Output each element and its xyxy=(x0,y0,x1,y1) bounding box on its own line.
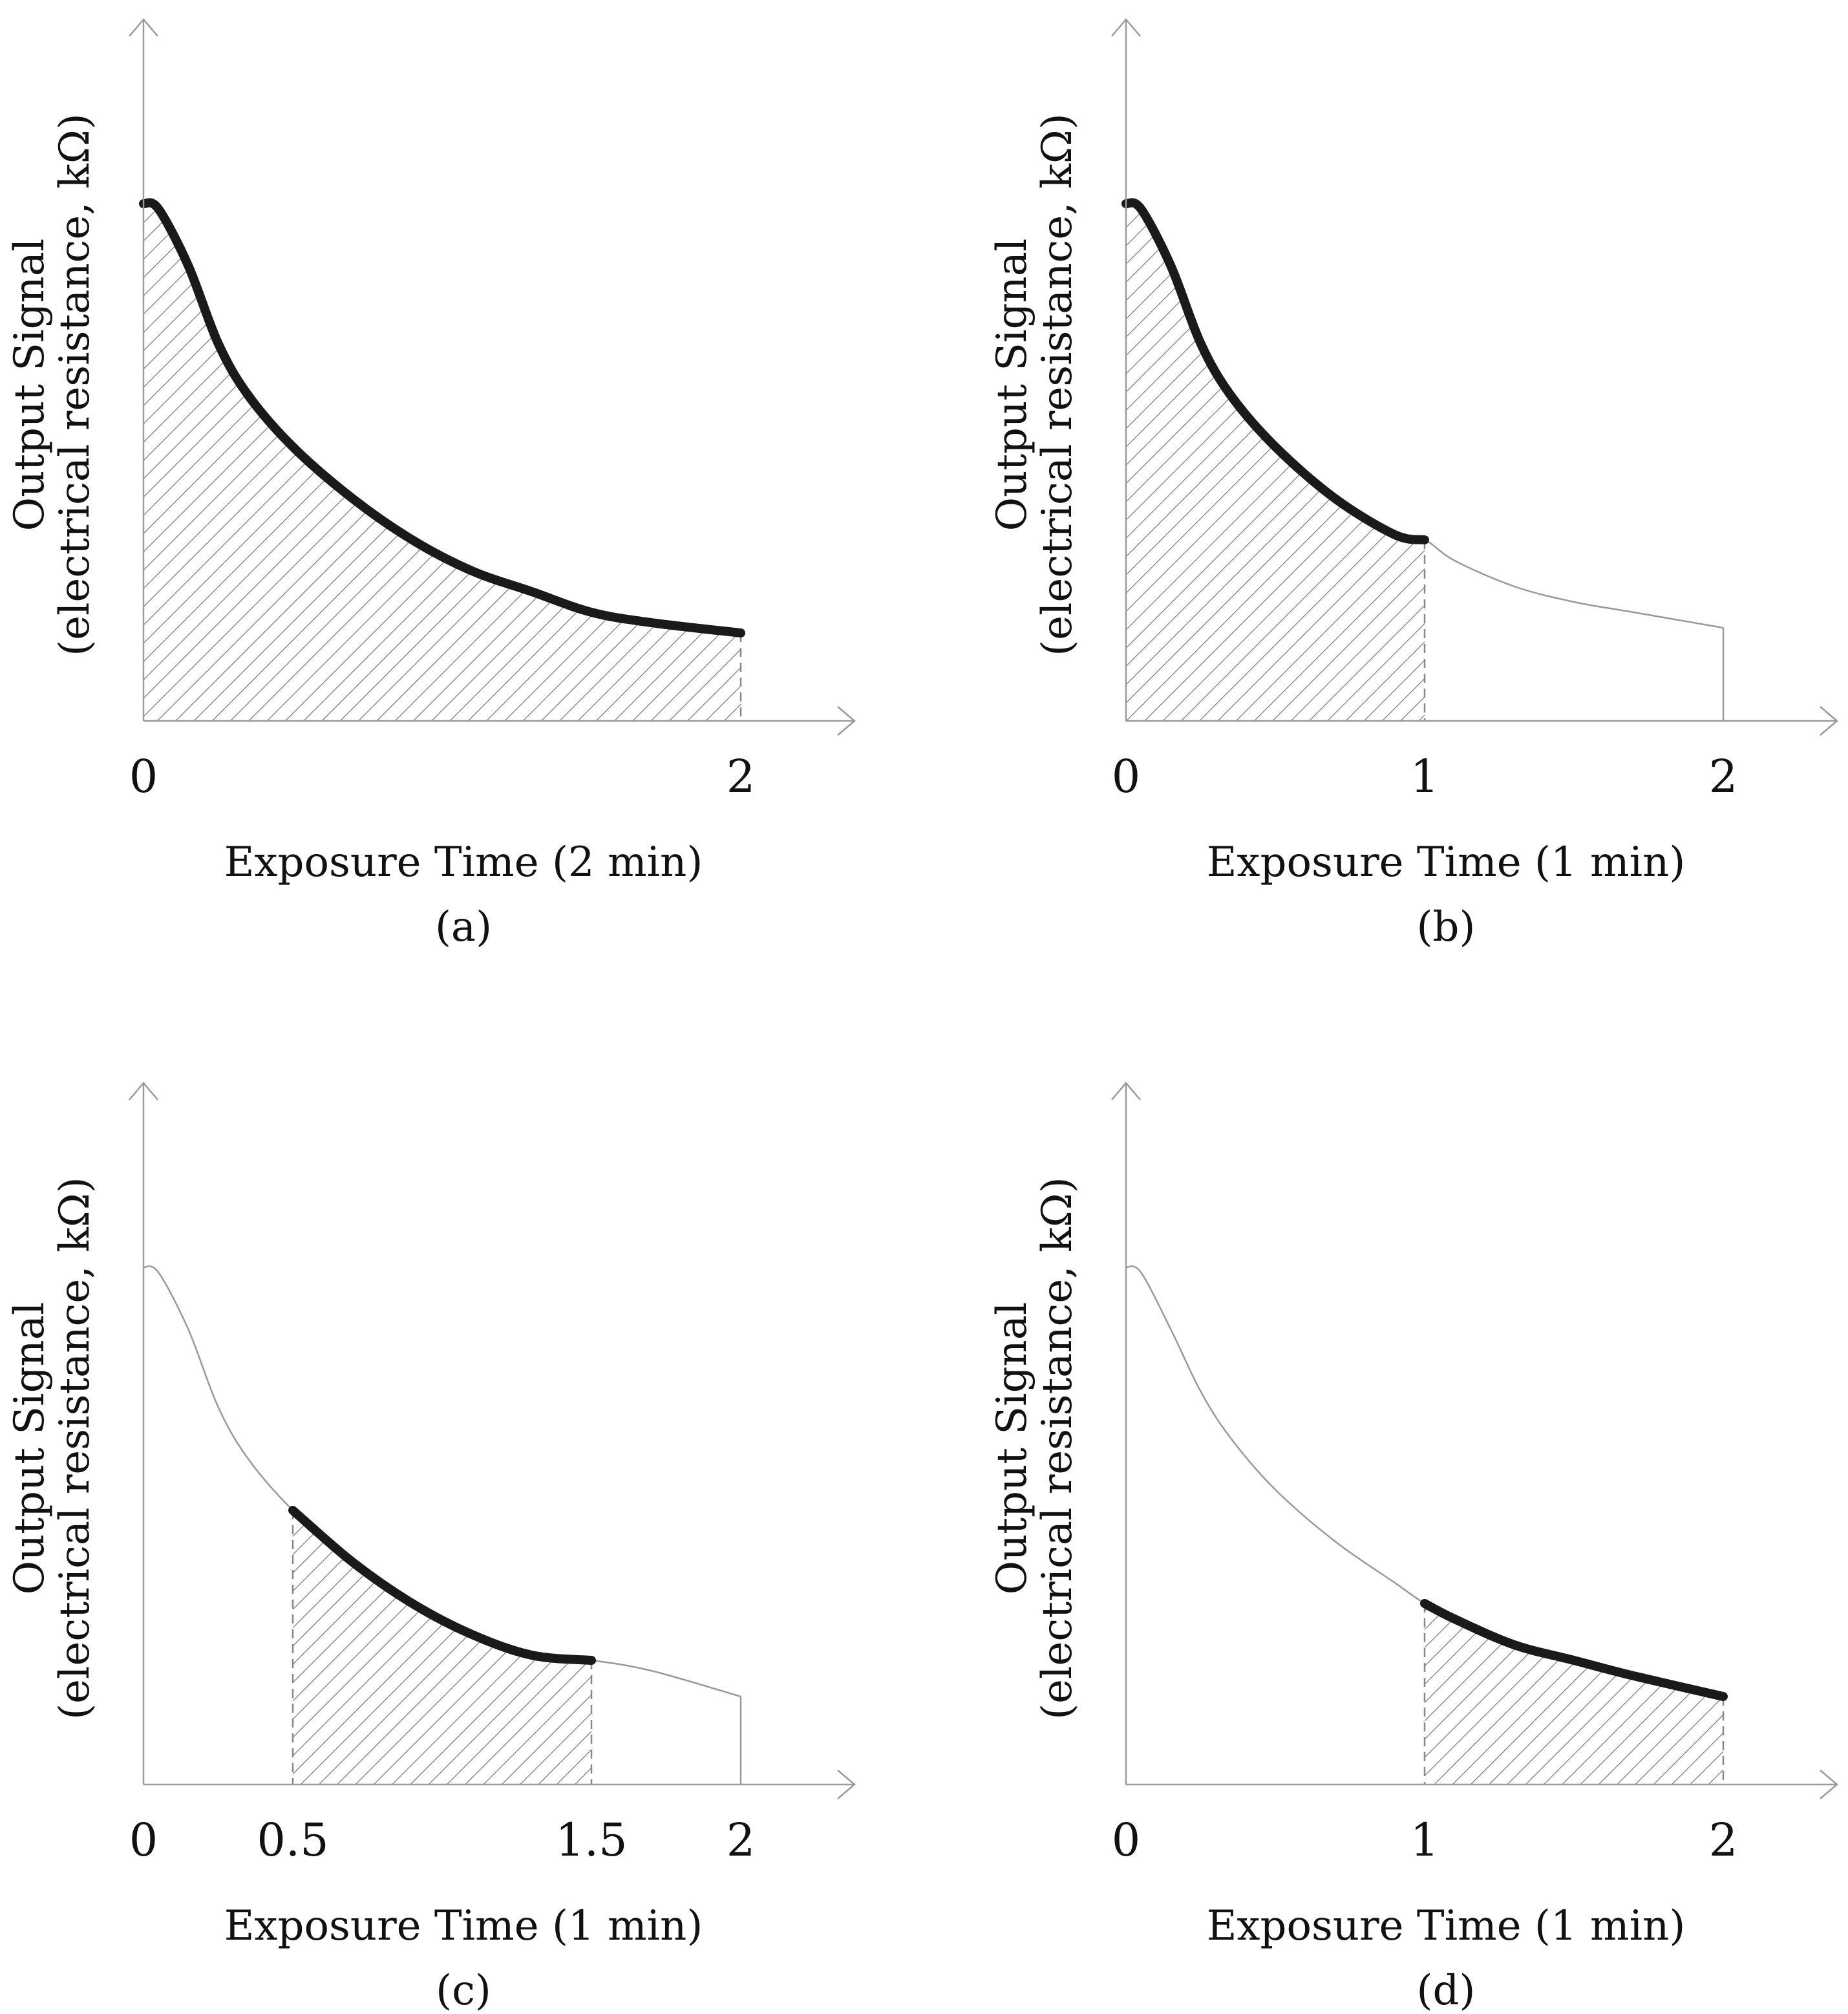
y-axis-title: Output Signal xyxy=(988,239,1036,531)
y-axis-subtitle: (electrical resistance, kΩ) xyxy=(51,1177,99,1720)
x-tick-label: 0 xyxy=(1112,1814,1141,1867)
y-axis xyxy=(1111,1082,1141,1784)
panel-label: (c) xyxy=(436,1967,491,2014)
x-tick-label: 2 xyxy=(727,750,756,803)
x-tick-label: 1 xyxy=(1410,750,1439,803)
panel-b: 0 1 2 Output Signal (electrical resistance… xyxy=(988,18,1838,951)
x-tick-label: 0 xyxy=(129,1814,158,1867)
shaded-area xyxy=(143,202,741,722)
panel-label: (d) xyxy=(1417,1967,1476,2014)
x-tick-label: 1 xyxy=(1410,1814,1439,1867)
y-axis-subtitle: (electrical resistance, kΩ) xyxy=(1034,1177,1081,1720)
x-tick-label: 2 xyxy=(727,1814,756,1867)
x-axis-title: Exposure Time (1 min) xyxy=(1207,1902,1686,1950)
panel-d: 0 1 2 Output Signal (electrical resistance… xyxy=(988,1082,1838,2014)
x-axis xyxy=(143,706,856,736)
x-tick-label: 0 xyxy=(1112,750,1141,803)
panel-label: (b) xyxy=(1417,903,1476,951)
x-tick-labels: 0 1 2 xyxy=(1112,750,1738,803)
shaded-area xyxy=(1126,202,1425,722)
x-tick-labels: 0 1 2 xyxy=(1112,1814,1738,1867)
highlighted-response-curve xyxy=(1121,198,1429,544)
x-tick-label: 2 xyxy=(1709,1814,1738,1867)
y-axis-subtitle: (electrical resistance, kΩ) xyxy=(1034,113,1081,656)
highlighted-response-curve xyxy=(288,1506,596,1665)
x-axis xyxy=(143,1770,856,1799)
x-axis-title: Exposure Time (1 min) xyxy=(224,1902,703,1950)
x-axis xyxy=(1126,706,1838,736)
y-axis-title: Output Signal xyxy=(6,239,54,531)
x-axis-title: Exposure Time (1 min) xyxy=(1207,839,1686,886)
y-axis xyxy=(129,1082,158,1784)
y-axis-subtitle: (electrical resistance, kΩ) xyxy=(51,113,99,656)
y-axis-title: Output Signal xyxy=(6,1302,54,1595)
highlighted-response-curve xyxy=(139,198,745,637)
shaded-area xyxy=(1425,1603,1723,1784)
y-axis-title: Output Signal xyxy=(988,1302,1036,1595)
x-tick-label: 1.5 xyxy=(555,1814,627,1867)
y-axis xyxy=(1111,18,1141,721)
x-axis-title: Exposure Time (2 min) xyxy=(224,839,703,886)
panel-c: 0 0.5 1.5 2 Output Signal (electrical resis… xyxy=(6,1082,856,2014)
x-tick-labels: 0 0.5 1.5 2 xyxy=(129,1814,756,1867)
highlighted-response-curve xyxy=(1420,1599,1728,1701)
x-tick-label: 2 xyxy=(1709,750,1738,803)
y-axis xyxy=(129,18,158,721)
x-axis xyxy=(1126,1770,1838,1799)
x-tick-label: 0 xyxy=(129,750,158,803)
x-tick-label: 0.5 xyxy=(257,1814,328,1867)
panel-label: (a) xyxy=(435,903,492,951)
